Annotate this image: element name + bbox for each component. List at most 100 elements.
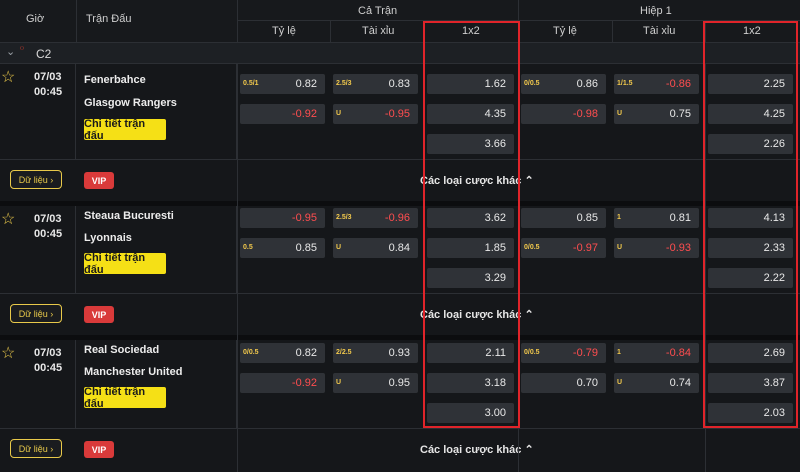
ft-1x2-home[interactable]: 2.11: [427, 343, 514, 363]
h1-under-odd[interactable]: U 0.75: [614, 104, 699, 124]
chevron-up-icon: ⌃: [521, 444, 534, 456]
table-header: Giờ Trận Đấu Cả Trận Hiệp 1 Tỷ lệ Tài xỉ…: [0, 0, 800, 42]
h1-handicap-away-odd[interactable]: 0.70: [521, 373, 606, 393]
header-time: Giờ: [26, 13, 45, 25]
odd-value: 2.25: [763, 78, 785, 90]
h1-handicap-home-odd[interactable]: 0/0.5 -0.79: [521, 343, 606, 363]
header-h1-over-under: Tài xỉu: [643, 25, 676, 37]
h1-1x2-draw[interactable]: 2.22: [708, 268, 793, 288]
chevron-down-icon[interactable]: ⌄: [6, 46, 16, 58]
handicap-line: 0/0.5: [524, 80, 540, 87]
ft-handicap-home-odd[interactable]: -0.95: [240, 208, 325, 228]
ft-handicap-away-odd[interactable]: -0.92: [240, 104, 325, 124]
ft-handicap-away-odd[interactable]: 0.5 0.85: [240, 238, 325, 258]
ft-1x2-away[interactable]: 3.18: [427, 373, 514, 393]
handicap-line: 0.5/1: [243, 80, 259, 87]
h1-over-odd[interactable]: 1 0.81: [614, 208, 699, 228]
ft-handicap-away-odd[interactable]: -0.92: [240, 373, 325, 393]
h1-1x2-home[interactable]: 2.25: [708, 74, 793, 94]
data-button[interactable]: Dữ liệu ›: [10, 304, 62, 323]
h1-over-odd[interactable]: 1 -0.84: [614, 343, 699, 363]
match-detail-button[interactable]: Chi tiết trận đấu: [84, 386, 166, 410]
h1-1x2-away[interactable]: 4.25: [708, 104, 793, 124]
vip-badge[interactable]: VIP: [84, 306, 114, 323]
chevron-right-icon: ›: [47, 308, 54, 319]
h1-handicap-away-odd[interactable]: -0.98: [521, 104, 606, 124]
home-team: Real Sociedad: [84, 344, 160, 356]
data-button[interactable]: Dữ liệu ›: [10, 439, 62, 458]
data-button-label: Dữ liệu: [18, 308, 48, 319]
ft-1x2-home[interactable]: 1.62: [427, 74, 514, 94]
ft-handicap-home-odd[interactable]: 0/0.5 0.82: [240, 343, 325, 363]
odd-value: 0.85: [295, 242, 317, 254]
header-ft-1x2: 1x2: [462, 25, 480, 37]
odd-value: 0.81: [669, 212, 691, 224]
league-row[interactable]: ⌄ ⁽⁾ C2: [0, 42, 800, 64]
more-bets-link[interactable]: Các loại cược khác ⌃: [420, 308, 534, 321]
odd-value: -0.84: [665, 347, 691, 359]
chevron-right-icon: ›: [47, 174, 54, 185]
h1-1x2-away[interactable]: 2.33: [708, 238, 793, 258]
match-time: 00:45: [34, 228, 63, 240]
under-label: U: [617, 244, 623, 251]
ft-over-odd[interactable]: 2/2.5 0.93: [333, 343, 418, 363]
h1-handicap-home-odd[interactable]: 0/0.5 0.86: [521, 74, 606, 94]
match-time: 00:45: [34, 86, 63, 98]
ft-handicap-home-odd[interactable]: 0.5/1 0.82: [240, 74, 325, 94]
data-button[interactable]: Dữ liệu ›: [10, 170, 62, 189]
header-h1-1x2: 1x2: [743, 25, 761, 37]
star-icon[interactable]: ☆: [1, 211, 16, 228]
h1-1x2-draw[interactable]: 2.03: [708, 403, 793, 423]
match-block: ☆ 07/03 00:45 Real Sociedad Manchester U…: [0, 340, 800, 429]
header-h1-handicap: Tỷ lệ: [553, 25, 577, 37]
h1-under-odd[interactable]: U -0.93: [614, 238, 699, 258]
ft-1x2-away[interactable]: 1.85: [427, 238, 514, 258]
odd-value: 1.62: [484, 78, 506, 90]
odd-value: 0.83: [388, 78, 410, 90]
match-date: 07/03: [34, 347, 62, 359]
star-icon[interactable]: ☆: [1, 69, 16, 86]
match-time: 00:45: [34, 362, 63, 374]
more-bets-link[interactable]: Các loại cược khác ⌃: [420, 174, 534, 187]
ft-1x2-away[interactable]: 4.35: [427, 104, 514, 124]
more-bets-link[interactable]: Các loại cược khác ⌃: [420, 443, 534, 456]
odd-value: 3.29: [484, 272, 506, 284]
more-bets-label: Các loại cược khác: [420, 309, 522, 321]
odd-value: -0.93: [665, 242, 691, 254]
h1-1x2-draw[interactable]: 2.26: [708, 134, 793, 154]
more-bets-label: Các loại cược khác: [420, 444, 522, 456]
match-footer: Dữ liệu › VIP Các loại cược khác ⌃: [0, 159, 800, 203]
h1-1x2-away[interactable]: 3.87: [708, 373, 793, 393]
ft-under-odd[interactable]: U -0.95: [333, 104, 418, 124]
ft-1x2-draw[interactable]: 3.29: [427, 268, 514, 288]
ft-1x2-draw[interactable]: 3.00: [427, 403, 514, 423]
ft-1x2-draw[interactable]: 3.66: [427, 134, 514, 154]
under-label: U: [336, 110, 342, 117]
total-line: 1/1.5: [617, 80, 633, 87]
odd-value: 0.74: [669, 377, 691, 389]
match-detail-button[interactable]: Chi tiết trận đấu: [84, 252, 166, 276]
h1-under-odd[interactable]: U 0.74: [614, 373, 699, 393]
odd-value: 0.70: [576, 377, 598, 389]
odd-value: -0.98: [572, 108, 598, 120]
h1-handicap-home-odd[interactable]: 0.85: [521, 208, 606, 228]
star-icon[interactable]: ☆: [1, 345, 16, 362]
vip-badge[interactable]: VIP: [84, 172, 114, 189]
odd-value: 0.95: [388, 377, 410, 389]
ft-1x2-home[interactable]: 3.62: [427, 208, 514, 228]
ft-over-odd[interactable]: 2.5/3 0.83: [333, 74, 418, 94]
ft-under-odd[interactable]: U 0.84: [333, 238, 418, 258]
vip-badge[interactable]: VIP: [84, 441, 114, 458]
ft-over-odd[interactable]: 2.5/3 -0.96: [333, 208, 418, 228]
match-detail-button[interactable]: Chi tiết trận đấu: [84, 118, 166, 142]
home-team: Steaua Bucuresti: [84, 210, 174, 222]
h1-1x2-home[interactable]: 4.13: [708, 208, 793, 228]
pin-icon[interactable]: ⁽⁾: [20, 45, 24, 54]
h1-1x2-home[interactable]: 2.69: [708, 343, 793, 363]
match-block: ☆ 07/03 00:45 Steaua Bucuresti Lyonnais …: [0, 206, 800, 293]
h1-over-odd[interactable]: 1/1.5 -0.86: [614, 74, 699, 94]
h1-handicap-away-odd[interactable]: 0/0.5 -0.97: [521, 238, 606, 258]
odd-value: -0.95: [384, 108, 410, 120]
odd-value: 0.75: [669, 108, 691, 120]
ft-under-odd[interactable]: U 0.95: [333, 373, 418, 393]
